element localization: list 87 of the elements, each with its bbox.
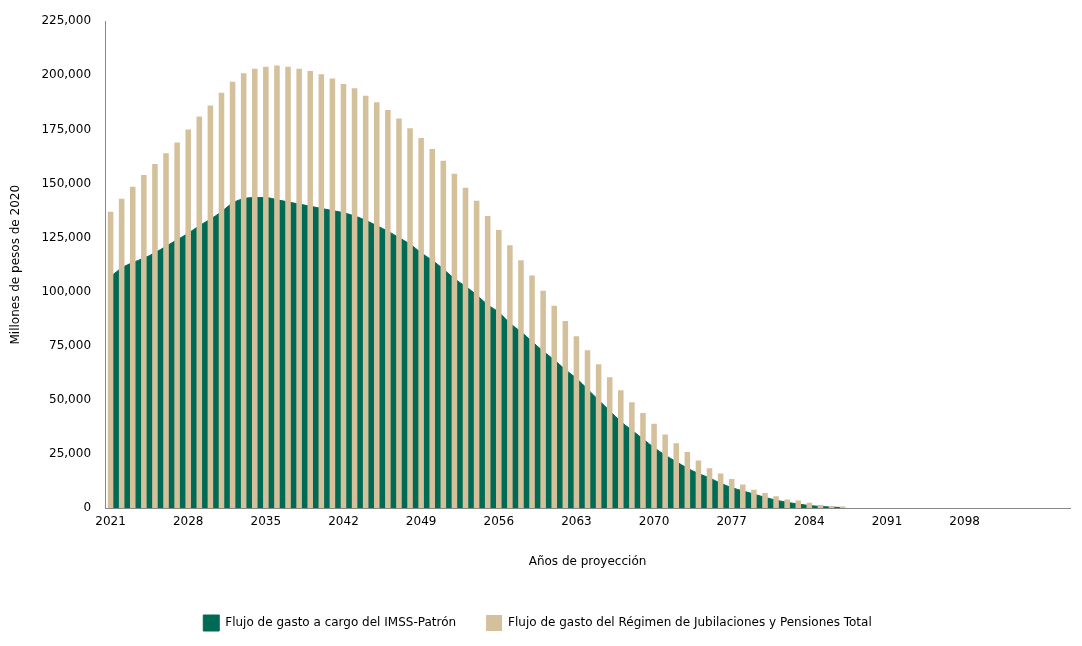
legend-label: Flujo de gasto del Régimen de Jubilaciones y Pensiones Total bbox=[508, 615, 872, 630]
y-tick-label: 100,000 bbox=[41, 283, 92, 298]
bar bbox=[351, 88, 358, 509]
bar bbox=[141, 174, 147, 509]
bar bbox=[584, 350, 591, 509]
y-tick-label: 75,000 bbox=[49, 337, 92, 352]
x-tick-label: 2077 bbox=[716, 513, 747, 528]
bar bbox=[784, 499, 790, 509]
bar bbox=[762, 493, 768, 509]
x-tick-label: 2056 bbox=[483, 513, 515, 528]
bar bbox=[163, 153, 169, 509]
y-tick-label: 0 bbox=[83, 500, 92, 515]
bar bbox=[518, 260, 524, 509]
bar bbox=[440, 160, 447, 509]
bar bbox=[374, 102, 380, 509]
bar bbox=[551, 305, 558, 509]
x-tick-label: 2098 bbox=[949, 513, 980, 528]
x-tick-label: 2091 bbox=[871, 513, 903, 528]
y-tick-label: 150,000 bbox=[41, 175, 92, 190]
bar bbox=[662, 434, 668, 509]
bar bbox=[462, 187, 469, 509]
x-tick-label: 2063 bbox=[561, 513, 592, 528]
bar bbox=[629, 402, 635, 509]
bar bbox=[107, 211, 114, 509]
bar bbox=[496, 230, 502, 509]
bar bbox=[296, 68, 302, 509]
bar bbox=[507, 245, 513, 509]
bar bbox=[640, 412, 646, 509]
y-tick-label: 225,000 bbox=[41, 13, 92, 28]
bar bbox=[185, 129, 191, 509]
bar bbox=[484, 216, 491, 509]
y-tick-label: 50,000 bbox=[49, 392, 92, 407]
bar bbox=[595, 364, 602, 509]
bar bbox=[196, 116, 203, 509]
bar bbox=[651, 423, 657, 509]
bar bbox=[706, 468, 713, 509]
bar bbox=[773, 496, 779, 509]
bar bbox=[728, 478, 735, 509]
bar bbox=[385, 109, 391, 509]
y-axis-title: Millones de pesos de 2020 bbox=[8, 184, 23, 345]
x-tick-label: 2028 bbox=[172, 513, 204, 528]
bar bbox=[396, 118, 402, 509]
x-axis-title: Años de proyección bbox=[528, 553, 647, 568]
bar bbox=[251, 68, 258, 509]
bar bbox=[673, 443, 680, 509]
y-tick-label: 125,000 bbox=[41, 229, 92, 244]
bar bbox=[684, 451, 691, 509]
bar bbox=[263, 66, 269, 509]
bar bbox=[329, 78, 336, 509]
bar bbox=[340, 83, 347, 509]
bar bbox=[529, 275, 535, 509]
bar bbox=[129, 186, 136, 509]
bar bbox=[152, 164, 158, 509]
y-tick-label: 25,000 bbox=[49, 446, 92, 461]
bar bbox=[285, 66, 291, 509]
bar bbox=[418, 138, 424, 509]
bar bbox=[118, 198, 125, 509]
x-tick-label: 2042 bbox=[328, 513, 359, 528]
bar bbox=[740, 484, 746, 509]
bar bbox=[218, 92, 225, 509]
bar bbox=[451, 173, 458, 509]
bar bbox=[473, 200, 480, 509]
x-tick-label: 2084 bbox=[794, 513, 825, 528]
bar bbox=[240, 73, 247, 509]
y-tick-label: 175,000 bbox=[41, 121, 92, 136]
bar bbox=[207, 105, 214, 509]
bar bbox=[362, 95, 369, 509]
bar bbox=[795, 500, 802, 509]
bar bbox=[307, 70, 313, 509]
bar bbox=[174, 142, 180, 509]
x-tick-label: 2035 bbox=[250, 513, 282, 528]
y-tick-label: 200,000 bbox=[41, 67, 92, 82]
legend-label: Flujo de gasto a cargo del IMSS-Patrón bbox=[225, 615, 457, 630]
bar bbox=[573, 336, 580, 509]
bar bbox=[429, 148, 435, 509]
x-tick-label: 2021 bbox=[95, 513, 126, 528]
x-tick-label: 2049 bbox=[405, 513, 437, 528]
bar bbox=[407, 128, 413, 509]
bar bbox=[606, 377, 613, 509]
bar bbox=[618, 390, 624, 509]
bar bbox=[562, 320, 569, 509]
bar bbox=[318, 74, 325, 509]
bar bbox=[274, 65, 280, 509]
bar bbox=[229, 81, 236, 509]
bar bbox=[540, 290, 546, 509]
x-tick-label: 2070 bbox=[638, 513, 670, 528]
bar bbox=[751, 489, 757, 509]
